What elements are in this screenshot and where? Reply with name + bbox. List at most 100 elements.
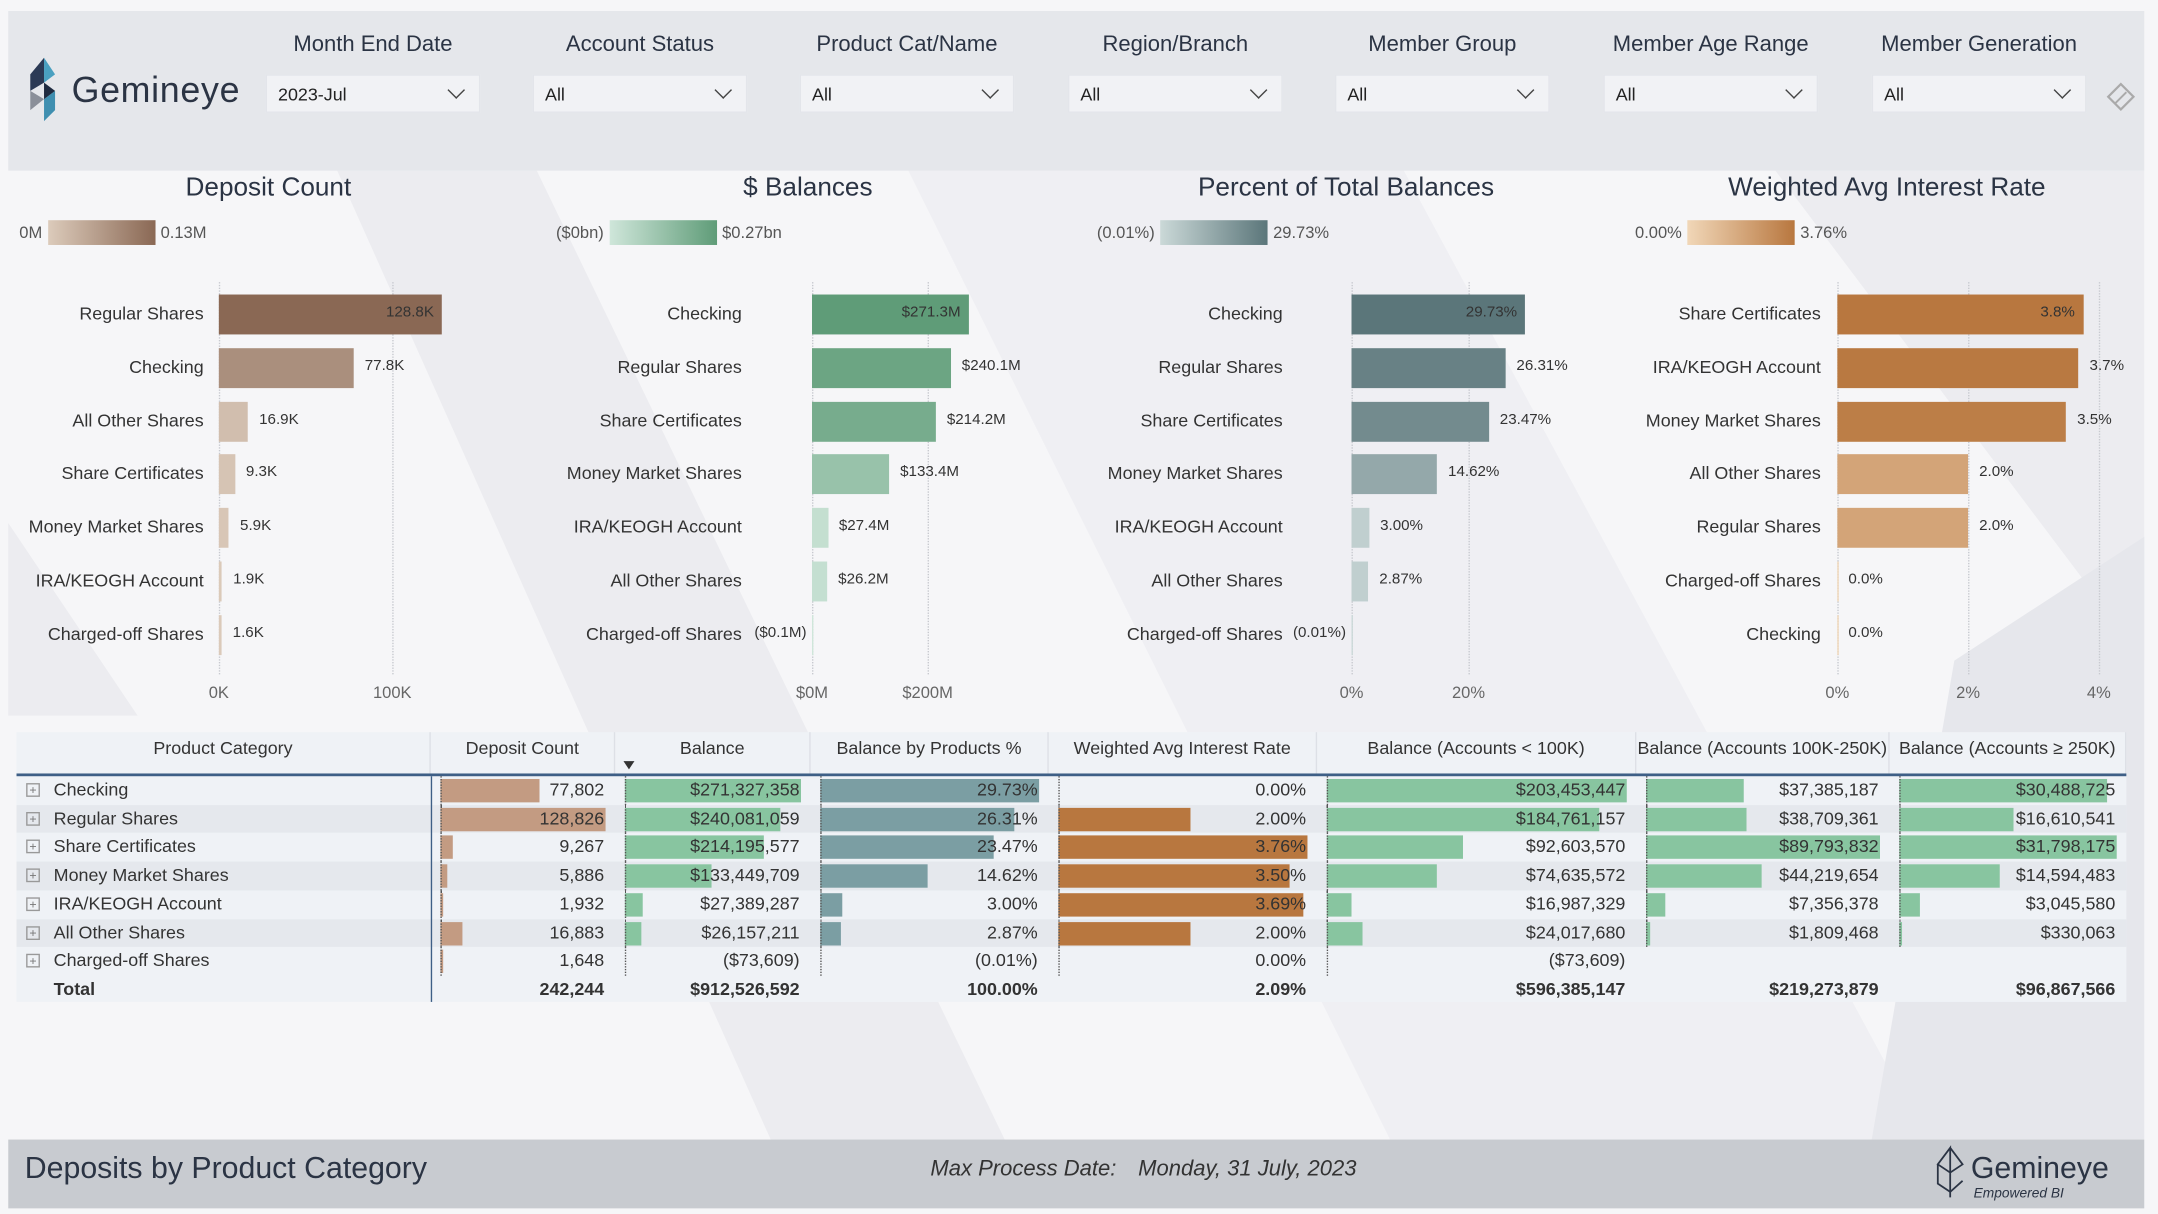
bar-axis — [440, 804, 442, 834]
sort-descending-icon[interactable] — [623, 761, 635, 770]
bar-charged-off-shares[interactable] — [811, 615, 814, 656]
bar-axis — [624, 890, 627, 919]
cell-value: 0.00% — [1255, 778, 1307, 800]
bar-money-market-shares[interactable] — [218, 507, 230, 548]
bar-all-other-shares[interactable] — [1351, 561, 1369, 602]
filter-dropdown[interactable]: All — [1871, 74, 2087, 113]
filter-label: Member Age Range — [1612, 33, 1809, 57]
bar-regular-shares[interactable] — [812, 348, 951, 389]
table-row[interactable]: Charged-off Shares +1,648 ($73,609) (0.01%)… — [17, 947, 2127, 976]
bar-share-certificates[interactable] — [1837, 294, 2084, 335]
bar-regular-shares[interactable] — [1351, 348, 1506, 389]
column-header[interactable]: Balance by Products % — [811, 732, 1049, 774]
bar-share-certificates[interactable] — [812, 401, 936, 442]
column-header[interactable]: Deposit Count — [431, 732, 616, 774]
chevron-down-icon — [447, 81, 465, 99]
data-label: (0.01%) — [1292, 624, 1347, 642]
clear-filters-eraser-icon[interactable] — [2103, 80, 2139, 116]
filter-region-branch: Region/Branch All — [1067, 33, 1283, 113]
bar-axis — [624, 918, 627, 948]
bar-money-market-shares[interactable] — [1351, 454, 1438, 495]
table-row[interactable]: Share Certificates +9,267 $214,195,577 23.4… — [17, 833, 2127, 862]
bar-charged-off-shares[interactable] — [218, 615, 222, 656]
table-row[interactable]: Money Market Shares +5,886 $133,449,709 14.… — [16, 861, 2127, 891]
column-header[interactable]: Balance — [615, 732, 811, 774]
bar-checking[interactable] — [1837, 615, 1839, 656]
filter-dropdown[interactable]: All — [1067, 74, 1283, 113]
data-label: $26.2M — [838, 571, 889, 588]
filter-dropdown[interactable]: All — [532, 74, 748, 113]
bar-ira-keogh-account[interactable] — [1351, 507, 1370, 548]
filter-dropdown[interactable]: 2023-Jul — [265, 74, 481, 113]
table-row[interactable]: Regular Shares +128,826 $240,081,059 26.31%… — [16, 804, 2127, 834]
bar-money-market-shares[interactable] — [1837, 401, 2067, 442]
filter-dropdown[interactable]: All — [1603, 74, 1819, 113]
filter-product-cat-name: Product Cat/Name All — [799, 33, 1015, 113]
bar-regular-shares[interactable] — [1837, 507, 1969, 548]
cell-value: 100.00% — [967, 978, 1038, 1000]
data-label: 1.6K — [232, 624, 264, 642]
expand-plus-icon[interactable]: + — [26, 925, 40, 940]
chevron-down-icon — [2053, 81, 2072, 99]
category-label: IRA/KEOGH Account — [1652, 356, 1821, 378]
expand-plus-icon[interactable]: + — [26, 783, 40, 797]
category-cell: Money Market Shares — [53, 864, 229, 886]
column-header[interactable]: Balance (Accounts 100K-250K) — [1636, 732, 1890, 774]
cell-value: 16,883 — [549, 921, 605, 943]
x-tick-label: 20% — [1451, 682, 1486, 702]
bar-checking[interactable] — [1351, 294, 1526, 335]
data-bar — [624, 807, 781, 831]
bar-share-certificates[interactable] — [218, 454, 235, 495]
column-header[interactable]: Balance (Accounts ≥ 250K) — [1890, 732, 2127, 774]
bar-money-market-shares[interactable] — [812, 454, 890, 495]
chevron-down-icon — [1785, 81, 1803, 99]
data-label: 3.00% — [1380, 517, 1424, 534]
bar-axis — [1899, 776, 1901, 805]
bar-checking[interactable] — [812, 294, 969, 335]
data-bar — [1899, 778, 2108, 803]
bar-all-other-shares[interactable] — [812, 561, 828, 602]
category-label: Checking — [1208, 302, 1283, 324]
column-header[interactable]: Weighted Avg Interest Rate — [1049, 732, 1318, 774]
chart-title: Weighted Avg Interest Rate — [1728, 173, 2046, 203]
table-row[interactable]: Checking +77,802 $271,327,358 29.73% 0.00% $2… — [17, 776, 2127, 805]
bar-ira-keogh-account[interactable] — [218, 561, 223, 602]
filter-dropdown[interactable]: All — [799, 74, 1015, 113]
expand-plus-icon[interactable]: + — [26, 954, 40, 968]
bar-axis — [624, 947, 627, 976]
data-bar — [820, 807, 1014, 831]
bar-ira-keogh-account[interactable] — [1837, 348, 2079, 389]
data-label: $27.4M — [838, 517, 890, 534]
expand-plus-icon[interactable]: + — [26, 840, 40, 854]
table-row[interactable]: All Other Shares +16,883 $26,157,211 2.87% 2… — [16, 918, 2127, 948]
footer-brand-name: Gemineye — [1970, 1150, 2109, 1185]
bar-charged-off-shares[interactable] — [1837, 561, 1839, 602]
expand-plus-icon[interactable]: + — [26, 811, 40, 826]
expand-plus-icon[interactable]: + — [26, 897, 40, 911]
column-header[interactable]: Product Category — [17, 732, 431, 774]
cell-value: $14,594,483 — [2015, 864, 2116, 886]
category-label: IRA/KEOGH Account — [35, 569, 204, 591]
bar-checking[interactable] — [218, 348, 354, 389]
bar-all-other-shares[interactable] — [218, 401, 249, 442]
bar-all-other-shares[interactable] — [1837, 454, 1969, 495]
bar-ira-keogh-account[interactable] — [812, 507, 828, 548]
cell-value — [1636, 947, 1878, 975]
bar-axis — [1899, 918, 1901, 948]
expand-plus-icon[interactable]: + — [26, 868, 40, 883]
filter-value: All — [1347, 83, 1368, 104]
column-header[interactable]: Balance (Accounts < 100K) — [1317, 732, 1637, 774]
table-row[interactable]: IRA/KEOGH Account +1,932 $27,389,287 3.00% 3… — [17, 890, 2127, 919]
category-label: Money Market Shares — [1107, 462, 1283, 484]
filter-dropdown[interactable]: All — [1334, 74, 1550, 113]
bar-charged-off-shares[interactable] — [1351, 615, 1353, 656]
data-label: 9.3K — [245, 463, 278, 481]
cell-value: $240,081,059 — [690, 807, 800, 829]
legend-max-label: 0.13M — [160, 222, 207, 243]
bar-share-certificates[interactable] — [1351, 401, 1489, 442]
category-cell: All Other Shares — [53, 921, 185, 943]
color-legend: 0.00% 3.76% — [1635, 220, 1847, 245]
bar-regular-shares[interactable] — [218, 294, 443, 335]
data-label: 5.9K — [240, 517, 272, 534]
category-label: Checking — [667, 302, 742, 324]
